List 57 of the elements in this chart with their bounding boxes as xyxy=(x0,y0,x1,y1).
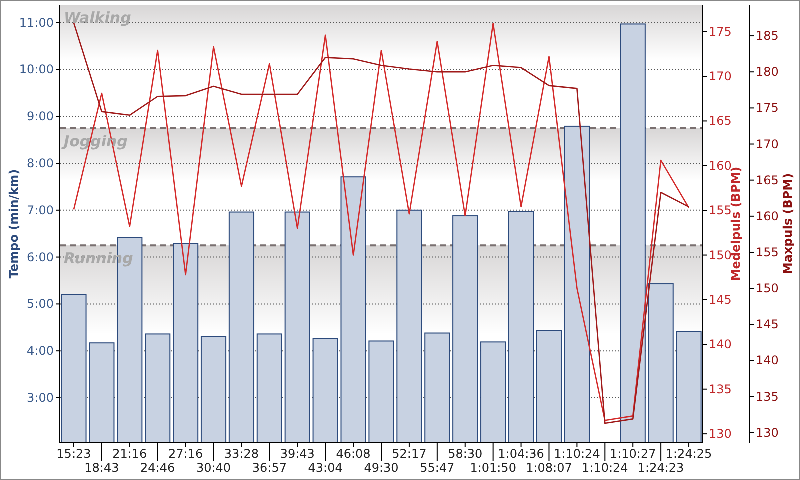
x-tick-label: 15:23 xyxy=(56,447,92,461)
y2-tick-label: 130 xyxy=(709,427,732,442)
y2-tick-label: 140 xyxy=(709,338,732,352)
y3-tick-label: 180 xyxy=(756,65,779,80)
y2-tick-label: 165 xyxy=(709,114,732,128)
y3-tick-label: 135 xyxy=(756,390,779,404)
y-tick-label: 3:00 xyxy=(27,390,54,405)
x-tick-label: 1:01:50 xyxy=(470,461,516,475)
x-tick-label: 58:30 xyxy=(448,447,483,461)
y3-tick-label: 165 xyxy=(756,173,779,188)
y3-tick-label: 170 xyxy=(756,137,779,152)
y-tick-label: 8:00 xyxy=(27,156,54,171)
y3-tick-label: 140 xyxy=(756,354,779,368)
x-tick-label: 1:10:24 xyxy=(554,447,600,461)
y-axis-title: Tempo (min/km) xyxy=(7,169,21,279)
y-tick-label: 6:00 xyxy=(27,250,54,264)
x-tick-label: 36:57 xyxy=(252,461,287,475)
x-tick-label: 1:24:25 xyxy=(666,447,712,461)
y2-tick-label: 150 xyxy=(709,248,732,262)
x-tick-label: 49:30 xyxy=(364,461,399,475)
y-tick-label: 9:00 xyxy=(27,110,54,124)
y2-tick-label: 170 xyxy=(709,70,732,84)
y2-tick-label: 175 xyxy=(709,24,732,39)
y3-tick-label: 130 xyxy=(756,426,779,440)
x-tick-label: 1:24:23 xyxy=(638,461,684,475)
x-tick-label: 27:16 xyxy=(168,447,204,461)
x-tick-label: 1:10:27 xyxy=(610,447,656,461)
x-tick-label: 1:04:36 xyxy=(498,447,544,461)
x-tick-label: 1:08:07 xyxy=(526,461,572,475)
x-tick-label: 52:17 xyxy=(392,447,427,461)
y3-tick-label: 160 xyxy=(756,209,779,224)
y3-tick-label: 150 xyxy=(756,282,779,296)
y2-tick-label: 155 xyxy=(709,204,732,218)
y2-tick-label: 145 xyxy=(709,292,732,307)
x-tick-label: 21:16 xyxy=(112,447,148,461)
x-tick-label: 46:08 xyxy=(336,447,371,461)
band-label: Walking xyxy=(64,9,132,27)
y3-tick-label: 145 xyxy=(756,318,779,332)
y-tick-label: 10:00 xyxy=(19,62,54,77)
y2-tick-label: 160 xyxy=(709,158,732,173)
y-tick-label: 11:00 xyxy=(19,16,54,30)
y2-tick-label: 135 xyxy=(709,382,732,396)
y-tick-label: 7:00 xyxy=(27,203,54,218)
x-tick-label: 39:43 xyxy=(280,447,315,461)
y3-tick-label: 175 xyxy=(756,101,779,116)
x-tick-label: 33:28 xyxy=(224,447,260,461)
x-tick-label: 24:46 xyxy=(140,461,176,475)
x-tick-label: 1:10:24 xyxy=(582,461,628,475)
y3-tick-label: 185 xyxy=(756,29,779,44)
y3-axis-title: Maxpuls (BPM) xyxy=(781,173,795,275)
y-tick-label: 5:00 xyxy=(27,297,54,312)
y3-tick-label: 155 xyxy=(756,246,779,260)
x-tick-label: 43:04 xyxy=(308,461,343,475)
x-tick-label: 18:43 xyxy=(84,461,120,475)
x-tick-label: 55:47 xyxy=(420,461,455,475)
y-tick-label: 4:00 xyxy=(27,344,54,358)
x-tick-label: 30:40 xyxy=(196,461,232,475)
